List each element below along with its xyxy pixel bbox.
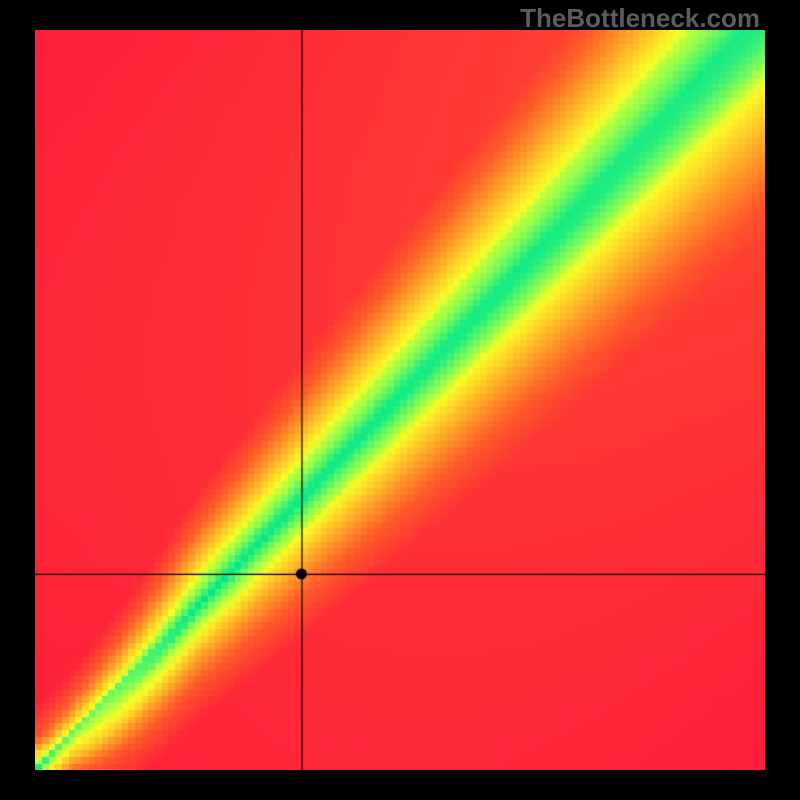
chart-container: TheBottleneck.com [0,0,800,800]
watermark-text: TheBottleneck.com [520,3,760,34]
bottleneck-heatmap [35,30,765,770]
